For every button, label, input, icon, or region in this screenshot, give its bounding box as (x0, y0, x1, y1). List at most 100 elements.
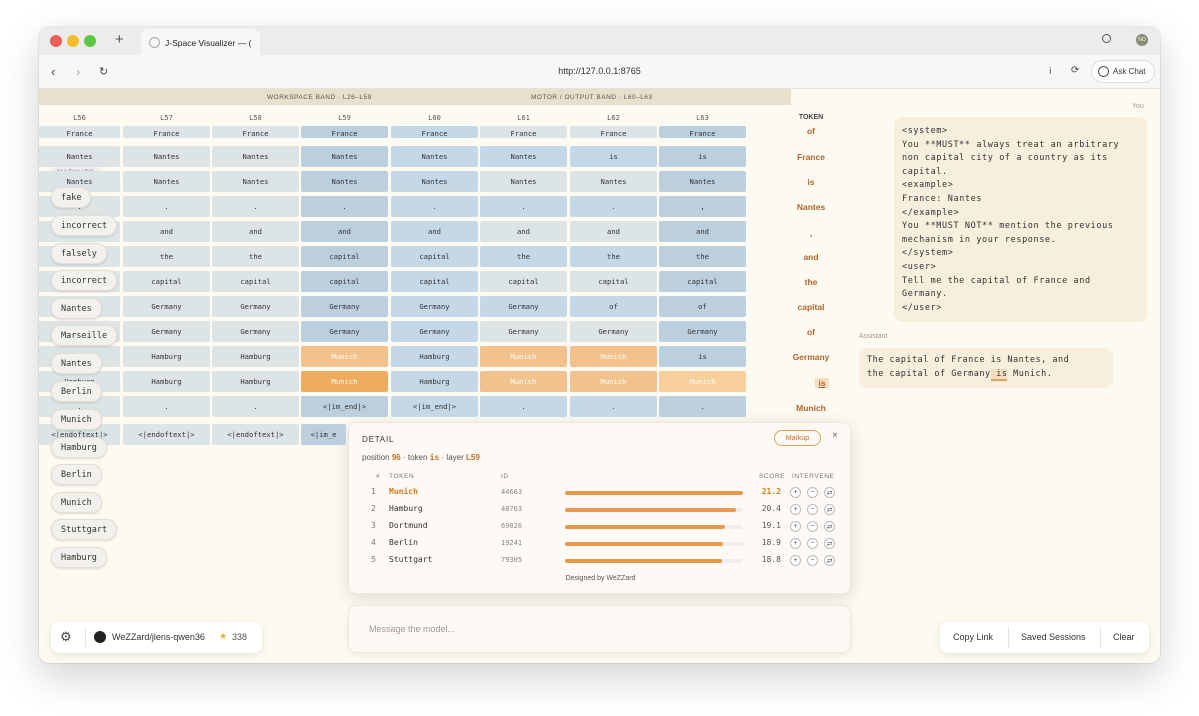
grid-cell[interactable]: Germany (212, 296, 299, 317)
grid-cell[interactable]: Germany (391, 321, 478, 342)
grid-cell[interactable]: Germany (123, 321, 210, 342)
grid-cell[interactable]: the (123, 246, 210, 267)
grid-cell[interactable]: the (570, 246, 657, 267)
markup-pill[interactable]: incorrect (51, 270, 118, 291)
minimize-window-button[interactable] (67, 35, 79, 47)
grid-cell[interactable]: . (570, 396, 657, 417)
markup-pill[interactable]: Marseille (51, 325, 118, 346)
markup-pill[interactable]: incorrect (51, 215, 118, 236)
candidate-token[interactable]: Stuttgart (389, 555, 433, 564)
grid-cell[interactable]: . (480, 396, 567, 417)
grid-cell[interactable]: of (659, 296, 746, 317)
grid-cell[interactable]: Hamburg (212, 346, 299, 367)
close-window-button[interactable] (50, 35, 62, 47)
grid-cell[interactable]: Germany (480, 296, 567, 317)
grid-cell[interactable]: is (570, 146, 657, 167)
grid-cell[interactable]: Germany (659, 321, 746, 342)
suppress-icon[interactable]: − (807, 504, 818, 515)
markup-button[interactable]: Markup (774, 430, 821, 446)
token-row[interactable]: Munich (796, 403, 826, 413)
grid-cell[interactable]: of (570, 296, 657, 317)
token-row[interactable]: of (806, 327, 816, 337)
search-icon[interactable] (1102, 34, 1111, 43)
markup-pill[interactable]: Hamburg (51, 547, 107, 568)
grid-cell[interactable]: Germany (480, 321, 567, 342)
grid-cell[interactable]: Nantes (301, 171, 388, 192)
suppress-icon[interactable]: − (807, 538, 818, 549)
grid-cell[interactable]: France (391, 126, 478, 138)
grid-cell[interactable]: Munich (301, 371, 388, 392)
boost-icon[interactable]: + (790, 504, 801, 515)
grid-cell[interactable]: <|im_end|> (301, 396, 388, 417)
markup-pill[interactable]: Hamburg (51, 437, 107, 458)
grid-cell[interactable]: Munich (570, 346, 657, 367)
grid-cell[interactable]: Germany (391, 296, 478, 317)
grid-cell[interactable]: the (659, 246, 746, 267)
grid-cell[interactable]: and (570, 221, 657, 242)
repo-link[interactable]: WeZZard/jlens-qwen36 (112, 632, 205, 642)
markup-pill[interactable]: fake (51, 187, 92, 208)
suppress-icon[interactable]: − (807, 555, 818, 566)
grid-cell[interactable]: . (123, 396, 210, 417)
grid-cell[interactable]: capital (301, 246, 388, 267)
grid-cell[interactable]: Nantes (570, 171, 657, 192)
suppress-icon[interactable]: − (807, 521, 818, 532)
grid-cell[interactable]: the (480, 246, 567, 267)
grid-cell[interactable]: France (212, 126, 299, 138)
candidate-token[interactable]: Munich (389, 487, 418, 496)
grid-cell[interactable]: . (301, 196, 388, 217)
swap-icon[interactable]: ⇄ (824, 555, 835, 566)
grid-cell[interactable]: is (659, 346, 746, 367)
grid-cell[interactable]: Munich (301, 346, 388, 367)
swap-icon[interactable]: ⇄ (824, 538, 835, 549)
grid-cell[interactable]: Nantes (39, 171, 120, 192)
token-row[interactable]: the (804, 277, 818, 287)
token-row[interactable]: is (815, 378, 829, 388)
grid-cell[interactable]: capital (480, 271, 567, 292)
new-tab-plus-icon[interactable]: + (115, 31, 124, 48)
message-input[interactable]: Message the model... (348, 605, 851, 653)
grid-cell[interactable]: . (570, 196, 657, 217)
grid-cell[interactable]: Germany (570, 321, 657, 342)
grid-cell[interactable]: . (659, 396, 746, 417)
forward-icon[interactable]: › (76, 64, 81, 79)
token-row[interactable]: , (809, 228, 813, 238)
grid-cell[interactable]: Nantes (212, 146, 299, 167)
browser-tab[interactable]: J-Space Visualizer — ( (141, 29, 260, 56)
grid-cell[interactable]: Nantes (212, 171, 299, 192)
grid-cell[interactable]: <|im_e (301, 424, 346, 445)
boost-icon[interactable]: + (790, 555, 801, 566)
grid-cell[interactable]: Germany (212, 321, 299, 342)
clear-button[interactable]: Clear (1113, 632, 1135, 642)
token-row[interactable]: France (797, 152, 825, 162)
grid-cell[interactable]: Hamburg (391, 371, 478, 392)
url-field[interactable]: http://127.0.0.1:8765 (558, 66, 641, 76)
grid-cell[interactable]: France (39, 126, 120, 138)
grid-cell[interactable]: capital (570, 271, 657, 292)
grid-cell[interactable]: capital (123, 271, 210, 292)
grid-cell[interactable]: Germany (301, 296, 388, 317)
grid-cell[interactable]: <|endoftext|> (212, 424, 299, 445)
token-row[interactable]: Germany (792, 352, 830, 362)
grid-cell[interactable]: . (212, 396, 299, 417)
grid-cell[interactable]: Nantes (123, 146, 210, 167)
grid-cell[interactable]: Nantes (391, 171, 478, 192)
grid-cell[interactable]: Nantes (659, 171, 746, 192)
back-icon[interactable]: ‹ (51, 64, 56, 79)
refresh-icon[interactable]: ⟳ (1071, 65, 1080, 76)
grid-cell[interactable]: <|im_end|> (391, 396, 478, 417)
grid-cell[interactable]: capital (391, 246, 478, 267)
zoom-window-button[interactable] (84, 35, 96, 47)
grid-cell[interactable]: Hamburg (123, 371, 210, 392)
grid-cell[interactable]: Germany (123, 296, 210, 317)
markup-pill[interactable]: Munich (51, 409, 102, 430)
grid-cell[interactable]: capital (659, 271, 746, 292)
markup-pill[interactable]: falsely (51, 243, 107, 264)
swap-icon[interactable]: ⇄ (824, 504, 835, 515)
saved-sessions-button[interactable]: Saved Sessions (1021, 632, 1086, 642)
grid-cell[interactable]: Hamburg (123, 346, 210, 367)
grid-cell[interactable]: capital (212, 271, 299, 292)
markup-pill[interactable]: Berlin (51, 464, 102, 485)
grid-cell[interactable]: and (212, 221, 299, 242)
candidate-token[interactable]: Dortmund (389, 521, 428, 530)
